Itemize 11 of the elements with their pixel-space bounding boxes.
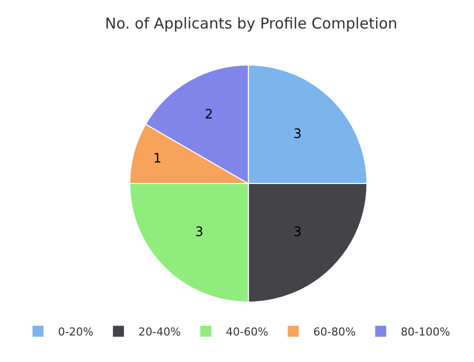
legend-label: 0-20% — [58, 326, 94, 339]
data-label: 3 — [293, 126, 302, 142]
legend-label: 80-100% — [400, 326, 450, 339]
legend-label: 40-60% — [226, 326, 268, 339]
legend-label: 20-40% — [138, 326, 181, 339]
data-label: 3 — [293, 225, 302, 240]
data-label: 3 — [195, 225, 204, 240]
data-label: 1 — [153, 152, 162, 167]
data-label: 2 — [204, 108, 213, 123]
chart-title: No. of Applicants by Profile Completion — [105, 14, 398, 33]
legend-label: 60-80% — [313, 326, 356, 339]
